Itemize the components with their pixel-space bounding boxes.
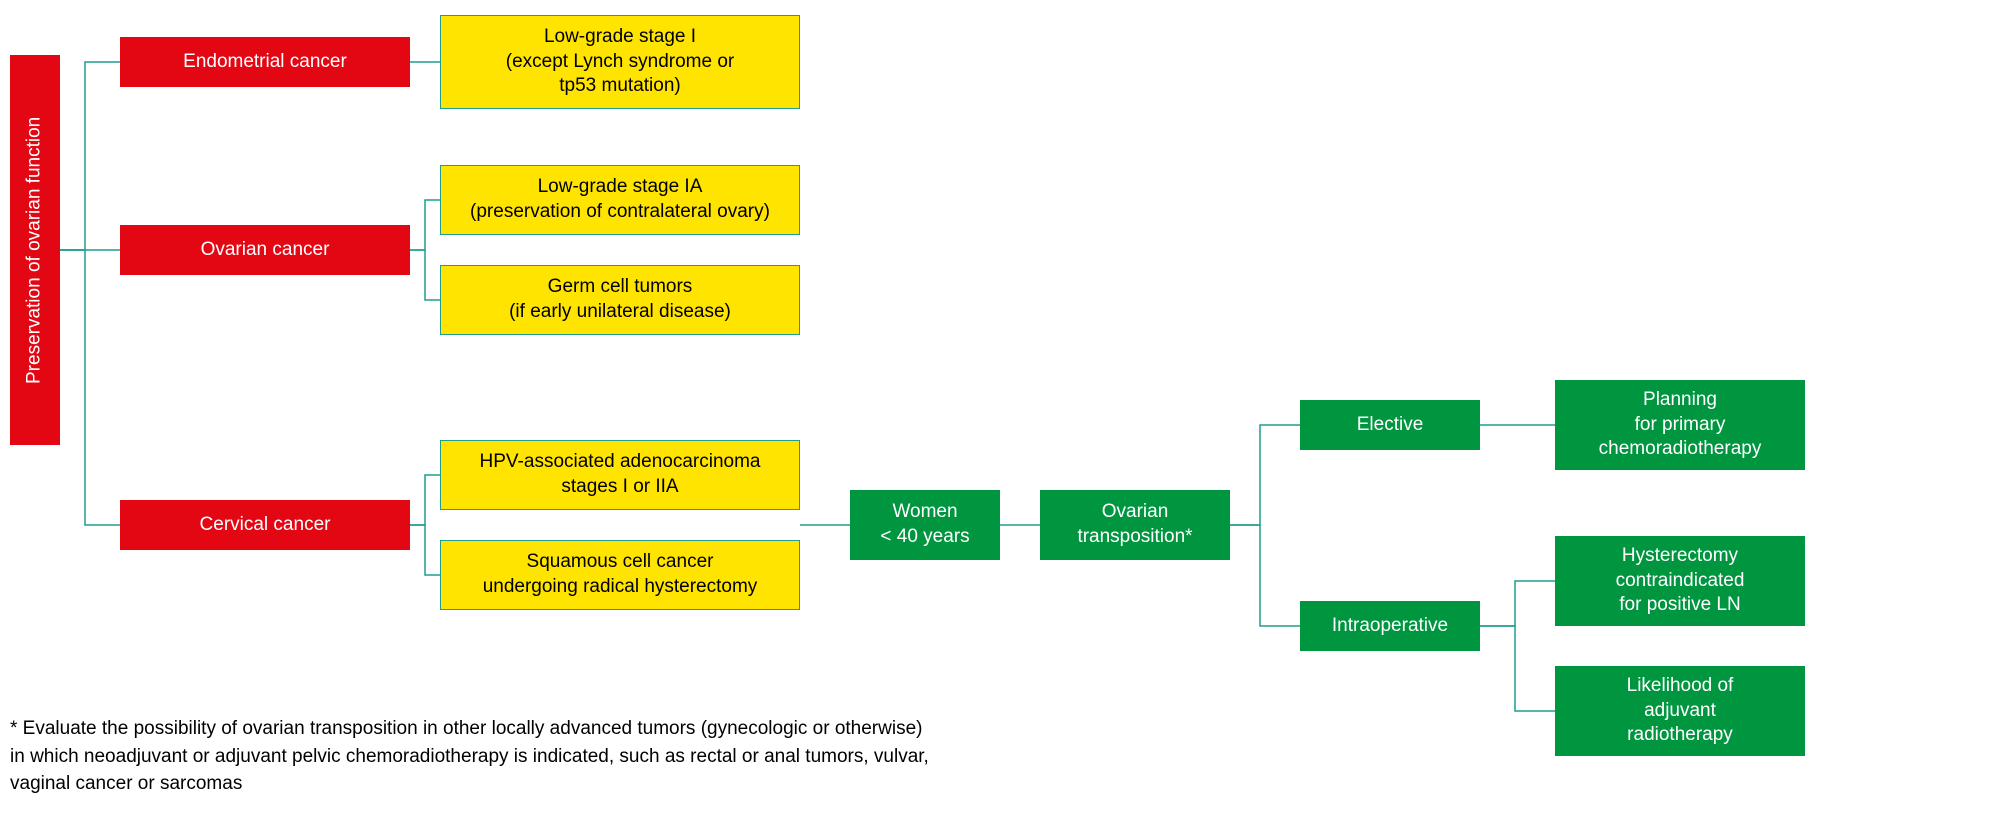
connector-edge <box>410 200 440 250</box>
node-ovarian-detail-2: Germ cell tumors(if early unilateral dis… <box>440 265 800 335</box>
node-endometrial: Endometrial cancer <box>120 37 410 87</box>
node-elective: Elective <box>1300 400 1480 450</box>
node-root-label: Preservation of ovarian function <box>23 116 48 383</box>
connector-edge <box>410 250 440 300</box>
footnote-content: * Evaluate the possibility of ovarian tr… <box>10 718 929 794</box>
footnote-text: * Evaluate the possibility of ovarian tr… <box>10 715 929 798</box>
node-label: Low-grade stage I(except Lynch syndrome … <box>506 25 734 99</box>
node-transposition: Ovariantransposition* <box>1040 490 1230 560</box>
node-label: Ovarian cancer <box>201 238 330 263</box>
node-label: Germ cell tumors(if early unilateral dis… <box>509 275 731 324</box>
connector-edge <box>410 525 440 575</box>
node-label: Cervical cancer <box>200 513 331 538</box>
connector-edge <box>1230 525 1300 626</box>
node-label: Hysterectomycontraindicatedfor positive … <box>1616 544 1745 618</box>
connector-edge <box>60 62 120 250</box>
node-label: Low-grade stage IA(preservation of contr… <box>470 175 770 224</box>
connector-edge <box>60 250 120 525</box>
node-cervical-detail-1: HPV-associated adenocarcinomastages I or… <box>440 440 800 510</box>
node-label: Elective <box>1357 413 1424 438</box>
node-label: Women< 40 years <box>880 500 969 549</box>
node-ovarian: Ovarian cancer <box>120 225 410 275</box>
node-label: Intraoperative <box>1332 614 1448 639</box>
node-cervical-detail-2: Squamous cell cancerundergoing radical h… <box>440 540 800 610</box>
node-ovarian-detail-1: Low-grade stage IA(preservation of contr… <box>440 165 800 235</box>
connector-edge <box>1230 425 1300 525</box>
node-label: HPV-associated adenocarcinomastages I or… <box>480 450 761 499</box>
node-hysterectomy: Hysterectomycontraindicatedfor positive … <box>1555 536 1805 626</box>
node-cervical: Cervical cancer <box>120 500 410 550</box>
node-label: Likelihood ofadjuvantradiotherapy <box>1627 674 1734 748</box>
node-label: Squamous cell cancerundergoing radical h… <box>483 550 758 599</box>
connector-edge <box>1480 581 1555 626</box>
node-likelihood: Likelihood ofadjuvantradiotherapy <box>1555 666 1805 756</box>
node-planning: Planningfor primarychemoradiotherapy <box>1555 380 1805 470</box>
node-women: Women< 40 years <box>850 490 1000 560</box>
node-intraoperative: Intraoperative <box>1300 601 1480 651</box>
node-root: Preservation of ovarian function <box>10 55 60 445</box>
connector-edge <box>410 475 440 525</box>
node-label: Ovariantransposition* <box>1077 500 1192 549</box>
node-label: Planningfor primarychemoradiotherapy <box>1599 388 1762 462</box>
connector-edge <box>1480 626 1555 711</box>
node-endo-detail: Low-grade stage I(except Lynch syndrome … <box>440 15 800 109</box>
node-label: Endometrial cancer <box>183 50 347 75</box>
